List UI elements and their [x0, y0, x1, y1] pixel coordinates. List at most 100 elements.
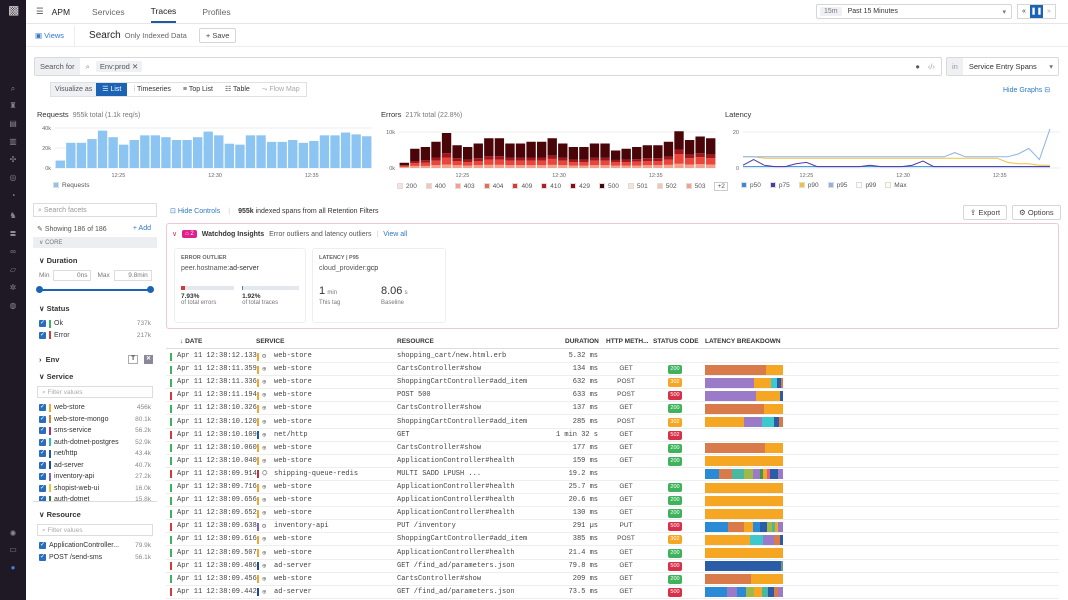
resource-filter-input[interactable]: ⌕ Filter values: [37, 524, 153, 536]
checkbox[interactable]: ✓: [39, 404, 46, 412]
view-all-link[interactable]: View all: [383, 230, 408, 238]
checkbox[interactable]: ✓: [39, 331, 46, 339]
more-legend-button[interactable]: +2: [714, 182, 728, 191]
table-row[interactable]: Apr 11 12:38:09.638 ⚙ inventory-api PUT /in…: [166, 520, 1059, 534]
legend-item[interactable]: 200: [397, 183, 417, 190]
facet-item[interactable]: ✓ auth-dotnet 15.8k: [39, 495, 151, 502]
search-bar[interactable]: Search for ⌕ Env:prod ✕ ● ‹/›: [34, 57, 942, 76]
dashboard-icon[interactable]: ▤: [9, 119, 17, 128]
facet-item[interactable]: ✓ Ok 737k: [39, 319, 151, 328]
legend-item[interactable]: 403: [454, 183, 475, 190]
legend-item[interactable]: p95: [827, 182, 847, 189]
facet-item[interactable]: ✓ shopist-web-ui 16.0k: [39, 484, 151, 493]
table-row[interactable]: Apr 11 12:38:10.120 ⊕ web-store ShoppingCar…: [166, 416, 1059, 429]
table-row[interactable]: Apr 11 12:38:09.716 ⊕ web-store Application…: [166, 481, 1059, 494]
bug-icon[interactable]: ✺: [9, 529, 17, 538]
gauge-icon[interactable]: ◔: [10, 191, 16, 200]
close-icon[interactable]: ✕: [131, 62, 139, 71]
col-latency-breakdown[interactable]: LATENCY BREAKDOWN: [705, 338, 781, 345]
tab-traces[interactable]: Traces: [150, 0, 177, 23]
duration-min-input[interactable]: 0ns: [53, 270, 92, 281]
search-icon[interactable]: ⌕: [10, 84, 16, 93]
table-row[interactable]: Apr 11 12:38:09.656 ⊕ web-store Application…: [166, 494, 1059, 508]
add-facet-button[interactable]: + Add: [132, 225, 151, 232]
col-resource[interactable]: RESOURCE: [397, 338, 434, 345]
checkbox[interactable]: ✓: [39, 427, 46, 435]
legend-item[interactable]: p50: [741, 182, 761, 189]
core-section[interactable]: ∨ CORE: [33, 237, 157, 248]
checkbox[interactable]: ✓: [39, 320, 46, 328]
table-row[interactable]: Apr 11 12:38:10.060 ⊕ web-store CartsContro…: [166, 442, 1059, 455]
facet-status[interactable]: ∨ Status: [39, 304, 70, 313]
hide-graphs-button[interactable]: Hide Graphs ⊟: [1003, 87, 1051, 94]
facet-resource[interactable]: ∨ Resource: [39, 510, 81, 519]
export-button[interactable]: ⇪ Export: [963, 205, 1008, 220]
infrastructure-icon[interactable]: ▥: [9, 137, 17, 146]
checkbox[interactable]: ✓: [39, 415, 46, 423]
settings-icon[interactable]: ✲: [9, 283, 17, 292]
legend-item[interactable]: 501: [627, 183, 648, 190]
viz-toplist[interactable]: ≡ Top List: [176, 83, 219, 96]
table-row[interactable]: Apr 11 12:38:10.326 ⊕ web-store CartsContro…: [166, 402, 1059, 416]
table-row[interactable]: Apr 11 12:38:09.616 ⊕ web-store ShoppingCar…: [166, 533, 1059, 547]
tab-profiles[interactable]: Profiles: [202, 6, 231, 17]
error-outlier-card[interactable]: ERROR OUTLIER peer.hostname:ad-server 7.…: [174, 248, 306, 323]
table-row[interactable]: Apr 11 12:38:11.336 ⊕ web-store ShoppingCar…: [166, 376, 1059, 390]
col-http-method[interactable]: HTTP METH...: [606, 338, 649, 345]
table-row[interactable]: Apr 11 12:38:10.109 ⊕ net/http GET 1 min 32 …: [166, 429, 1059, 442]
legend-item[interactable]: 503: [685, 183, 705, 190]
options-button[interactable]: ⚙ Options: [1012, 205, 1061, 220]
checkbox[interactable]: ✓: [39, 438, 46, 446]
checkbox[interactable]: ✓: [39, 461, 46, 469]
table-row[interactable]: Apr 11 12:38:11.194 ⊕ web-store POST 500 633…: [166, 389, 1059, 403]
logs-icon[interactable]: ▱: [9, 265, 17, 274]
legend-item[interactable]: 404: [483, 183, 503, 190]
link-icon[interactable]: ∞: [10, 247, 16, 256]
col-status-code[interactable]: STATUS CODE: [653, 338, 699, 345]
hide-controls-button[interactable]: ⊡ Hide Controls: [170, 208, 221, 215]
legend-item[interactable]: 410: [541, 183, 561, 190]
facet-item[interactable]: ✓ auth-dotnet-postgres 52.9k: [39, 438, 151, 447]
security-icon[interactable]: ◎: [9, 173, 17, 182]
facet-env[interactable]: › Env T ✕: [39, 355, 153, 364]
facet-service[interactable]: ∨ Service: [39, 372, 74, 381]
viz-table[interactable]: ☷ Table: [218, 83, 256, 96]
legend-item[interactable]: Max: [885, 182, 907, 189]
legend-item[interactable]: 502: [656, 183, 677, 190]
facet-item[interactable]: ✓ net/http 43.4k: [39, 449, 151, 458]
col-duration[interactable]: DURATION: [565, 338, 599, 345]
facet-item[interactable]: ✓ POST /send-sms 56.1k: [39, 553, 151, 561]
table-row[interactable]: Apr 11 12:38:11.359 ⊕ web-store CartsContro…: [166, 363, 1059, 377]
integrations-icon[interactable]: ♞: [9, 211, 17, 220]
rewind-icon[interactable]: «: [1022, 8, 1026, 15]
globe-icon[interactable]: ◍: [9, 301, 17, 310]
table-row[interactable]: Apr 11 12:38:09.486 ⊕ ad-server GET /find_a…: [166, 560, 1059, 573]
facet-item[interactable]: ✓ sms-service 56.2k: [39, 426, 151, 435]
facet-item[interactable]: ✓ ad-server 40.7k: [39, 461, 151, 470]
search-tag[interactable]: Env:prod ✕: [95, 61, 143, 72]
table-row[interactable]: Apr 11 12:38:09.456 ⊕ web-store CartsContro…: [166, 573, 1059, 586]
viz-timeseries[interactable]: ⫶ Timeseries: [127, 83, 177, 96]
table-row[interactable]: Apr 11 12:38:09.442 ⊕ ad-server GET /find_a…: [166, 586, 1059, 599]
scope-select[interactable]: in Service Entry Spans ▾: [946, 57, 1059, 76]
legend-item[interactable]: p75: [769, 182, 790, 189]
save-button[interactable]: + Save: [198, 28, 237, 43]
help-icon[interactable]: ●: [10, 563, 16, 572]
views-button[interactable]: ▣ Views: [35, 25, 76, 46]
menu-icon[interactable]: ☰: [36, 6, 44, 16]
table-row[interactable]: Apr 11 12:38:12.133 ⚙ web-store shopping_ca…: [166, 350, 1059, 363]
checkbox[interactable]: ✓: [39, 473, 46, 481]
binoculars-icon[interactable]: ♜: [9, 101, 17, 110]
duration-slider[interactable]: [36, 284, 154, 296]
logo-icon[interactable]: ▩: [8, 3, 20, 17]
apm-traces-icon[interactable]: ≣: [9, 229, 17, 238]
time-picker[interactable]: 15m Past 15 Minutes ▾: [816, 4, 1012, 19]
facet-duration[interactable]: ∨ Duration: [39, 256, 78, 265]
collapse-icon[interactable]: ∨: [172, 231, 178, 238]
checkbox[interactable]: ✓: [39, 484, 46, 492]
table-row[interactable]: Apr 11 12:38:09.507 ⊕ web-store Application…: [166, 547, 1059, 560]
facet-item[interactable]: ✓ Error 217k: [39, 331, 151, 340]
col-date[interactable]: ↓ DATE: [180, 338, 203, 345]
checkbox[interactable]: ✓: [39, 496, 46, 502]
legend-item[interactable]: p99: [856, 182, 876, 189]
